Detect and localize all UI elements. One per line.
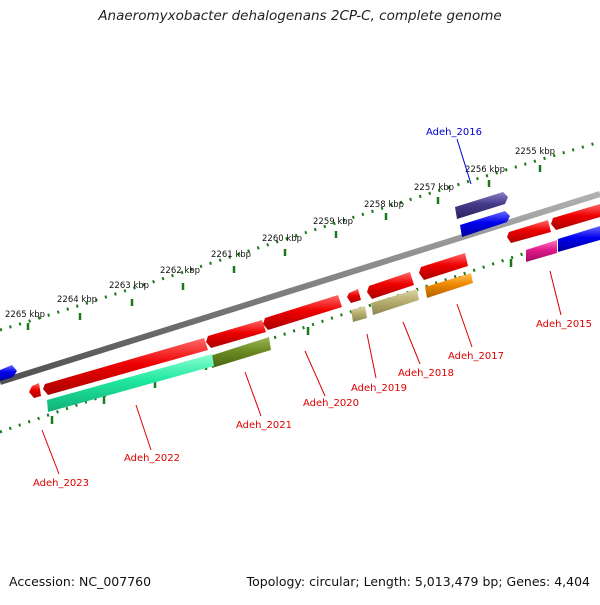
- accession-text: Accession: NC_007760: [9, 574, 152, 589]
- scale-label-2264: 2264 kbp: [57, 295, 97, 305]
- gene-adeh-2018-feature[interactable]: [371, 289, 419, 315]
- scale-label-2265: 2265 kbp: [5, 310, 45, 320]
- gene-label-adeh-2017[interactable]: Adeh_2017: [448, 351, 504, 362]
- gene-blue-upper[interactable]: [460, 211, 510, 237]
- gene-adeh-2019-upper[interactable]: [347, 289, 361, 303]
- leader-adeh-2017: [456, 303, 473, 348]
- leader-adeh-2016: [456, 138, 472, 185]
- genome-backbone: [0, 191, 600, 385]
- gene-label-adeh-2020[interactable]: Adeh_2020: [303, 398, 359, 409]
- scale-label-2259: 2259 kbp: [313, 217, 353, 227]
- outer-scale-dots: [0, 140, 600, 332]
- gene-adeh-2019-feature[interactable]: [351, 306, 367, 322]
- gene-adeh-2022-upper[interactable]: [43, 338, 208, 395]
- scale-label-2261: 2261 kbp: [211, 250, 251, 260]
- scale-label-2257: 2257 kbp: [414, 183, 454, 193]
- forward-strand-genes: [0, 192, 600, 398]
- page-title: Anaeromyxobacter dehalogenans 2CP-C, com…: [98, 8, 502, 24]
- gene-adeh-2015-upper[interactable]: [507, 220, 551, 243]
- gene-adeh-2017-feature[interactable]: [425, 273, 473, 298]
- gene-red-right-edge[interactable]: [551, 204, 600, 230]
- gene-label-adeh-2023[interactable]: Adeh_2023: [33, 478, 89, 489]
- genome-summary-text: Topology: circular; Length: 5,013,479 bp…: [246, 574, 590, 589]
- scale-label-2262: 2262 kbp: [160, 266, 200, 276]
- inner-scale-dots: [0, 226, 600, 434]
- gene-label-adeh-2016[interactable]: Adeh_2016: [426, 127, 482, 138]
- gene-adeh-2016-feature[interactable]: [455, 192, 508, 219]
- gene-adeh-2015-feature[interactable]: [526, 240, 557, 262]
- gene-adeh-2021-feature[interactable]: [210, 337, 271, 368]
- scale-label-2258: 2258 kbp: [364, 200, 404, 210]
- gene-label-adeh-2019[interactable]: Adeh_2019: [351, 383, 407, 394]
- scale-label-2255: 2255 kbp: [515, 147, 555, 157]
- gene-adeh-2018-upper[interactable]: [367, 272, 414, 299]
- scale-labels: 2255 kbp 2256 kbp 2257 kbp 2258 kbp 2259…: [5, 147, 555, 320]
- inner-scale-track: [0, 226, 600, 434]
- gene-labels: Adeh_2016 Adeh_2015 Adeh_2017 Adeh_2018 …: [33, 127, 592, 489]
- gene-adeh-2021-upper[interactable]: [206, 320, 266, 348]
- gene-label-adeh-2022[interactable]: Adeh_2022: [124, 453, 180, 464]
- label-leaders: [41, 138, 562, 475]
- scale-label-2260: 2260 kbp: [262, 234, 302, 244]
- outer-scale-track: [0, 140, 600, 332]
- reverse-strand-genes: [47, 226, 600, 412]
- scale-label-2263: 2263 kbp: [109, 281, 149, 291]
- leader-adeh-2023: [41, 429, 60, 475]
- scale-label-2256: 2256 kbp: [465, 165, 505, 175]
- gene-label-adeh-2021[interactable]: Adeh_2021: [236, 420, 292, 431]
- leader-adeh-2015: [549, 270, 562, 316]
- leader-adeh-2022: [135, 404, 152, 451]
- leader-adeh-2020: [304, 350, 326, 397]
- gene-label-adeh-2018[interactable]: Adeh_2018: [398, 368, 454, 379]
- gene-blue-lower-right[interactable]: [558, 226, 600, 252]
- gene-adeh-2022-feature[interactable]: [47, 354, 214, 412]
- leader-adeh-2018: [402, 321, 421, 365]
- outer-scale-ticks: [26, 165, 542, 330]
- leader-adeh-2019: [366, 333, 377, 379]
- gene-adeh-2020-upper[interactable]: [263, 295, 342, 330]
- leader-adeh-2021: [244, 371, 262, 417]
- gene-label-adeh-2015[interactable]: Adeh_2015: [536, 319, 592, 330]
- inner-scale-ticks: [50, 241, 564, 424]
- gene-adeh-2017-upper[interactable]: [419, 253, 468, 280]
- gene-adeh-2023-feature[interactable]: [29, 383, 41, 398]
- gene-blue-left-edge[interactable]: [0, 365, 17, 381]
